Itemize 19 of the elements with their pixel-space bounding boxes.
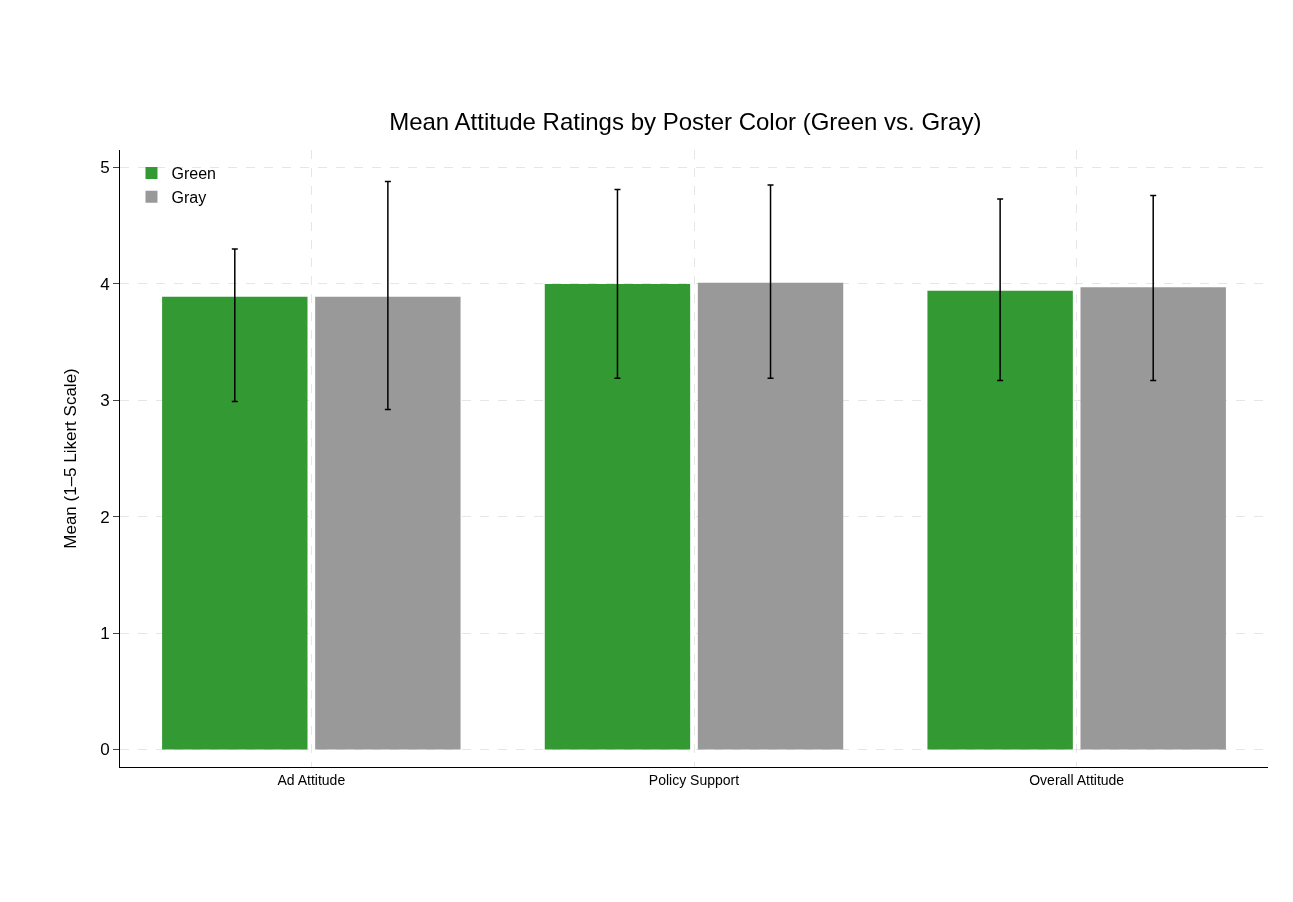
bar xyxy=(1080,287,1226,750)
bar xyxy=(162,296,308,750)
y-tick-label: 0 xyxy=(100,740,110,760)
legend-label: Green xyxy=(171,165,216,183)
bar xyxy=(315,296,461,750)
y-tick-label: 3 xyxy=(100,391,110,411)
y-tick-label: 4 xyxy=(100,274,110,294)
y-tick-label: 5 xyxy=(100,158,110,178)
x-tick-label: Policy Support xyxy=(648,771,740,788)
x-tick-label: Ad Attitude xyxy=(277,771,346,788)
y-axis-title: Mean (1–5 Likert Scale) xyxy=(61,368,80,549)
y-tick-label: 2 xyxy=(100,507,110,527)
chart-title: Mean Attitude Ratings by Poster Color (Green vs. Gray) xyxy=(389,107,982,135)
x-tick-label: Overall Attitude xyxy=(1029,771,1125,788)
bar xyxy=(544,283,691,750)
bar xyxy=(927,290,1073,750)
legend-label: Gray xyxy=(171,189,207,207)
y-tick-label: 1 xyxy=(100,624,110,644)
bar xyxy=(697,282,844,750)
